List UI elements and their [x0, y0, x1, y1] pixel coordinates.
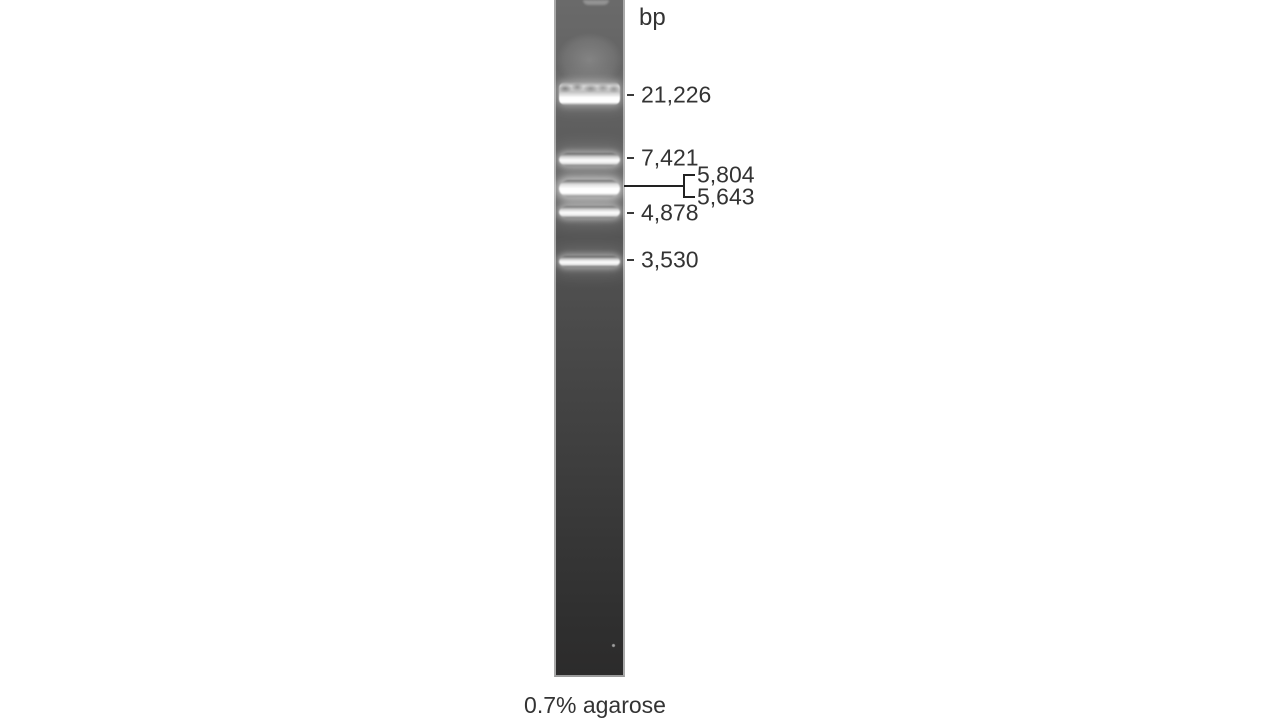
- gel-band: [559, 206, 620, 218]
- tick-mark: [627, 94, 634, 96]
- band-size-label: 5,643: [697, 183, 755, 210]
- bracket: [683, 174, 685, 198]
- gel-speckles: [556, 0, 623, 675]
- gel-band: [559, 255, 620, 267]
- gel-band: [559, 152, 620, 166]
- band-size-label: 7,421: [641, 144, 699, 171]
- gel-band: [559, 81, 620, 105]
- gel-band: [559, 179, 620, 197]
- tick-mark: [627, 157, 634, 159]
- bracket-arm: [683, 174, 695, 176]
- band-size-label: 21,226: [641, 81, 712, 108]
- tick-mark: [627, 212, 634, 214]
- gel-lane: [554, 0, 625, 677]
- bracket-pointer-line: [624, 185, 684, 187]
- unit-label: bp: [639, 4, 666, 31]
- band-size-label: 3,530: [641, 246, 699, 273]
- band-size-label: 5,804: [697, 161, 755, 188]
- bracket-arm: [683, 196, 695, 198]
- gel-caption: 0.7% agarose: [524, 692, 666, 718]
- band-size-label: 4,878: [641, 199, 699, 226]
- tick-mark: [627, 259, 634, 261]
